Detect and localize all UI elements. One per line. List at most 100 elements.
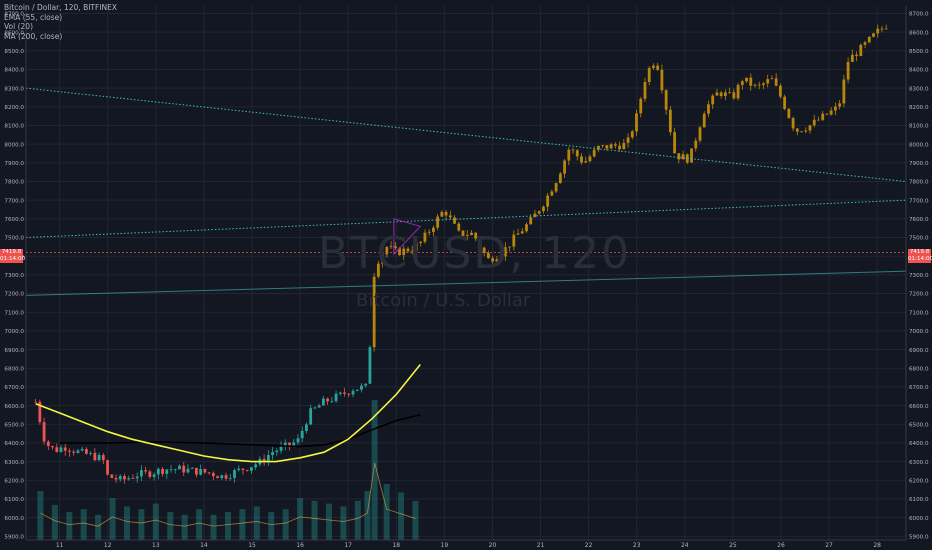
legend-ema[interactable]: EMA (55, close) <box>4 12 63 22</box>
volume-bar <box>210 514 217 540</box>
candle-body <box>711 95 715 105</box>
candle-body <box>381 254 385 264</box>
y-tick-label-left: 8200.0 <box>4 105 24 111</box>
x-tick-label: 11 <box>56 542 64 549</box>
candle-body <box>453 217 456 224</box>
candle-body <box>694 140 698 149</box>
y-tick-label-left: 7200.0 <box>4 292 24 298</box>
candle-body <box>224 475 228 479</box>
volume-bar <box>253 506 260 540</box>
candle-body <box>51 446 54 448</box>
y-tick-label-left: 6200.0 <box>4 478 24 484</box>
candle-body <box>393 246 397 249</box>
candle-body <box>850 54 854 62</box>
candle-body <box>173 469 177 471</box>
grid-lines <box>26 6 906 540</box>
candle-body <box>275 450 279 453</box>
candle-body <box>508 246 511 248</box>
y-tick-label-left: 8000.0 <box>4 142 24 148</box>
candle-body <box>313 407 317 409</box>
candle-body <box>326 398 330 402</box>
candle-body <box>825 113 829 115</box>
y-tick-label-right: 7000.0 <box>909 329 929 335</box>
candle-body <box>101 454 105 461</box>
candle-body <box>812 119 816 126</box>
y-tick-label-left: 6600.0 <box>4 404 24 410</box>
volume-bar <box>224 512 231 540</box>
candle-body <box>165 469 169 474</box>
candle-body <box>770 78 774 80</box>
candle-body <box>288 442 291 446</box>
candle-body <box>630 131 634 138</box>
candle-body <box>118 475 122 480</box>
candle-body <box>550 191 554 196</box>
y-tick-label-left: 7600.0 <box>4 217 24 223</box>
candle-body <box>283 442 287 447</box>
y-tick-label-right: 5900.0 <box>909 534 929 540</box>
legend-ma[interactable]: MA (200, close) <box>4 31 63 41</box>
candle-body <box>859 44 863 57</box>
candle-body <box>376 263 380 277</box>
last-price-tag-right: 7419.8 01:14:00 <box>908 249 932 263</box>
axes: 8700.0 8700.0 8600.0 8600.0 8500.0 8500.0 8400… <box>4 6 929 549</box>
candle-body <box>516 233 520 235</box>
y-tick-label-right: 8400.0 <box>909 68 929 74</box>
y-tick-label-right: 7800.0 <box>909 180 929 186</box>
candle-body <box>250 467 253 471</box>
candle-body <box>855 54 858 57</box>
candle-body <box>84 449 88 454</box>
candle-body <box>817 119 820 121</box>
candle-body <box>592 149 596 157</box>
y-tick-label-right: 7100.0 <box>909 310 929 316</box>
x-tick-label: 27 <box>825 542 833 549</box>
candle-body <box>846 61 850 80</box>
candle-body <box>63 447 67 451</box>
candle-body <box>567 149 571 161</box>
candle-body <box>732 92 736 99</box>
volume-bar <box>412 500 419 540</box>
candle-body <box>220 475 224 479</box>
candle-body <box>702 113 706 128</box>
candle-body <box>93 452 97 461</box>
y-tick-label-right: 8200.0 <box>909 105 929 111</box>
candle-body <box>385 247 389 255</box>
candle-body <box>444 211 448 216</box>
x-tick-label: 13 <box>152 542 160 549</box>
candle-body <box>203 468 207 473</box>
candle-body <box>317 405 321 408</box>
candle-body <box>584 161 588 163</box>
candle-body <box>626 137 630 143</box>
y-tick-label-left: 8300.0 <box>4 86 24 92</box>
candle-body <box>842 79 846 104</box>
candle-body <box>791 118 795 129</box>
y-tick-label-right: 8100.0 <box>909 124 929 130</box>
candle-body <box>457 223 461 231</box>
candle-body <box>613 144 617 146</box>
candle-body <box>279 446 283 451</box>
y-tick-label-left: 8100.0 <box>4 124 24 130</box>
candle-body <box>533 213 537 218</box>
y-tick-label-left: 7000.0 <box>4 329 24 335</box>
candle-body <box>372 276 376 348</box>
candle-body <box>622 142 626 150</box>
ma-200-line <box>59 414 421 448</box>
candle-body <box>478 238 482 248</box>
candle-body <box>448 215 452 218</box>
volume-bar <box>398 492 405 540</box>
candle-body <box>228 477 232 479</box>
candle-body <box>571 149 575 151</box>
candle-body <box>728 92 732 94</box>
candle-body <box>410 250 414 252</box>
y-tick-label-right: 7300.0 <box>909 273 929 279</box>
y-tick-label-right: 7900.0 <box>909 161 929 167</box>
y-tick-label-right: 8000.0 <box>909 142 929 148</box>
volume-bar <box>152 503 159 540</box>
candle-body <box>190 467 194 469</box>
legend-vol[interactable]: Vol (20) <box>4 22 34 31</box>
volume-bar <box>123 506 130 540</box>
candle-body <box>140 470 143 477</box>
candle-body <box>503 247 507 257</box>
legend-symbol[interactable]: Bitcoin / Dollar, 120, BITFINEX <box>4 3 118 12</box>
candle-body <box>110 474 114 478</box>
